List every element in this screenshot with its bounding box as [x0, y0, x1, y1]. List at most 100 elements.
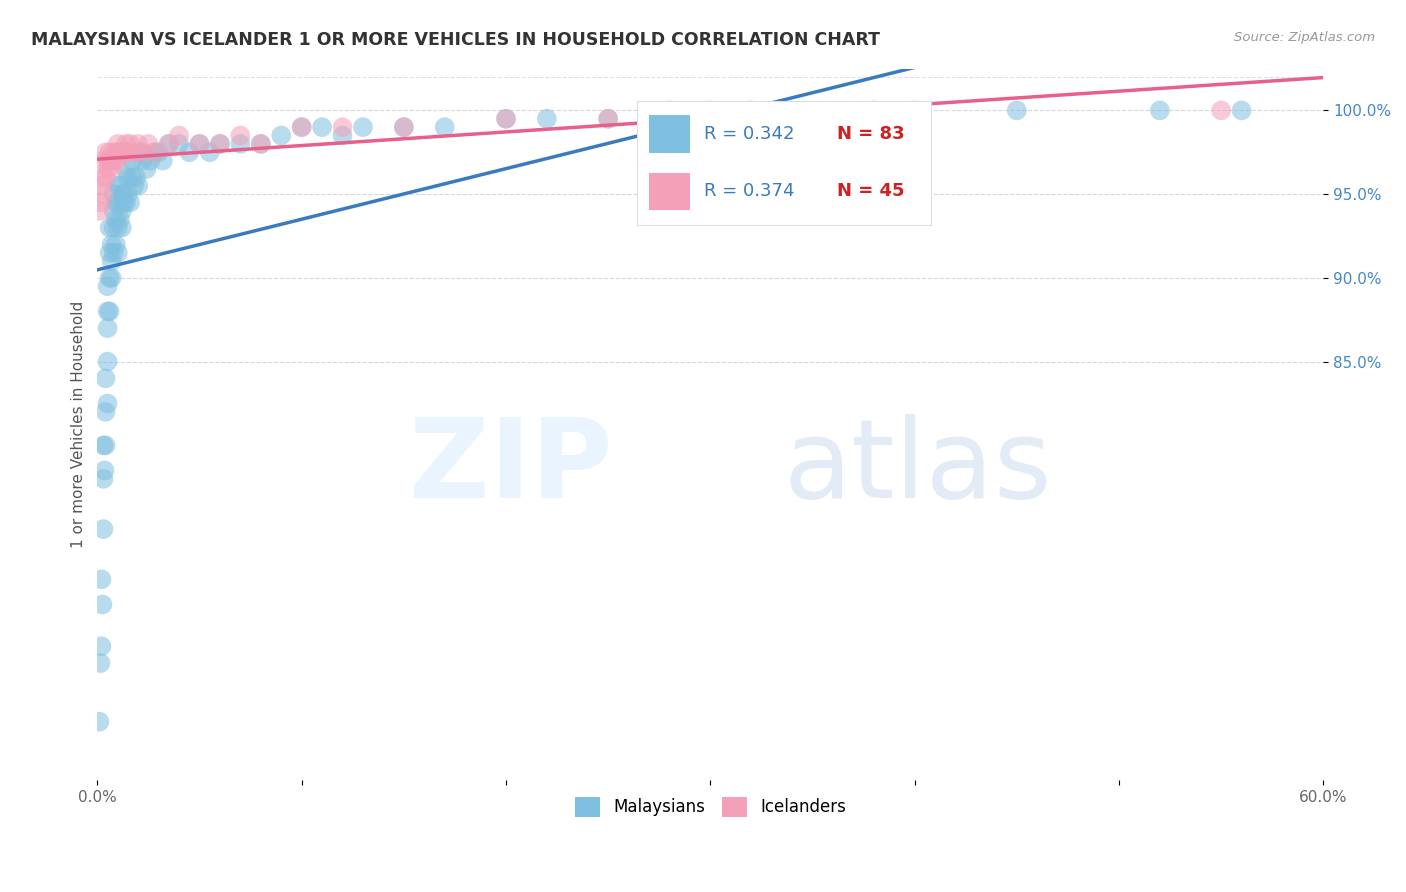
Point: [598, 112, 620, 126]
Point: [270, 128, 292, 143]
Point: [152, 153, 174, 168]
Point: [107, 145, 129, 160]
Point: [97, 153, 120, 168]
Point: [90, 572, 112, 586]
Point: [433, 120, 456, 135]
Point: [89, 195, 111, 210]
Point: [167, 128, 190, 143]
Point: [111, 187, 134, 202]
Point: [115, 195, 138, 210]
Point: [100, 271, 122, 285]
Point: [107, 195, 129, 210]
Point: [129, 145, 152, 160]
Point: [107, 220, 129, 235]
Point: [94, 438, 117, 452]
Point: [103, 220, 125, 235]
Point: [117, 170, 139, 185]
Point: [100, 254, 122, 268]
Point: [104, 145, 127, 160]
Point: [118, 136, 141, 151]
Point: [97, 321, 120, 335]
Point: [93, 472, 115, 486]
Point: [229, 128, 252, 143]
Point: [111, 220, 134, 235]
Point: [332, 120, 354, 135]
Point: [107, 178, 129, 193]
Point: [94, 145, 117, 160]
Point: [103, 203, 125, 218]
Point: [392, 120, 415, 135]
Point: [352, 120, 374, 135]
Point: [94, 371, 117, 385]
Point: [1211, 103, 1233, 118]
Point: [112, 187, 135, 202]
Point: [117, 145, 139, 160]
Text: ZIP: ZIP: [409, 414, 612, 521]
Point: [100, 161, 122, 176]
Point: [1149, 103, 1171, 118]
Point: [188, 136, 211, 151]
Point: [118, 195, 141, 210]
Text: atlas: atlas: [785, 414, 1052, 521]
Point: [91, 170, 114, 185]
Point: [93, 522, 115, 536]
Point: [495, 112, 517, 126]
Point: [249, 136, 271, 151]
Point: [157, 136, 180, 151]
Point: [89, 714, 111, 729]
Legend: Malaysians, Icelanders: Malaysians, Icelanders: [567, 789, 855, 825]
Point: [97, 161, 120, 176]
Point: [94, 405, 117, 419]
Point: [103, 187, 125, 202]
Point: [198, 145, 221, 160]
Point: [103, 153, 125, 168]
Point: [127, 178, 149, 193]
Point: [332, 128, 354, 143]
Point: [98, 153, 121, 168]
Point: [311, 120, 333, 135]
Point: [904, 103, 927, 118]
Point: [111, 203, 134, 218]
Y-axis label: 1 or more Vehicles in Household: 1 or more Vehicles in Household: [72, 301, 86, 548]
Point: [98, 245, 121, 260]
Text: MALAYSIAN VS ICELANDER 1 OR MORE VEHICLES IN HOUSEHOLD CORRELATION CHART: MALAYSIAN VS ICELANDER 1 OR MORE VEHICLE…: [31, 31, 880, 49]
Point: [98, 145, 121, 160]
Point: [93, 153, 115, 168]
Point: [658, 103, 681, 118]
Point: [107, 136, 129, 151]
Point: [291, 120, 314, 135]
Point: [108, 178, 131, 193]
Point: [97, 279, 120, 293]
Point: [94, 170, 117, 185]
Point: [495, 112, 517, 126]
Point: [93, 187, 115, 202]
Point: [97, 354, 120, 368]
Point: [115, 161, 138, 176]
Point: [90, 640, 112, 654]
Point: [125, 170, 148, 185]
Point: [122, 178, 145, 193]
Point: [97, 304, 120, 318]
Point: [93, 438, 115, 452]
Point: [862, 103, 884, 118]
Point: [148, 145, 170, 160]
Point: [740, 103, 762, 118]
Point: [98, 220, 121, 235]
Point: [115, 136, 138, 151]
Point: [104, 237, 127, 252]
Point: [90, 178, 112, 193]
Point: [91, 598, 114, 612]
Point: [131, 153, 153, 168]
Point: [103, 145, 125, 160]
Point: [103, 245, 125, 260]
Point: [107, 153, 129, 168]
Point: [104, 212, 127, 227]
Point: [89, 203, 111, 218]
Point: [98, 271, 121, 285]
Point: [139, 153, 162, 168]
Point: [121, 170, 143, 185]
Point: [1005, 103, 1028, 118]
Text: Source: ZipAtlas.com: Source: ZipAtlas.com: [1234, 31, 1375, 45]
Point: [598, 112, 620, 126]
Point: [89, 656, 111, 670]
